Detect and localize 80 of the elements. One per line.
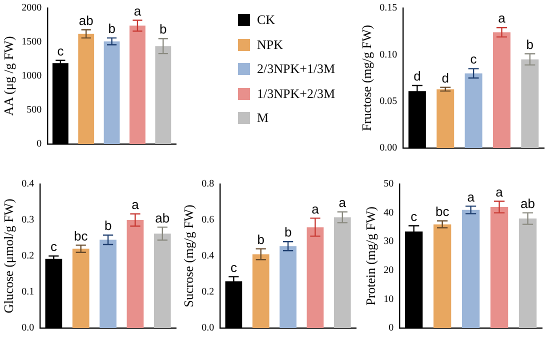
data-label: bc [74, 228, 88, 244]
bar [130, 26, 146, 144]
bar [436, 89, 454, 148]
data-label: a [338, 194, 347, 210]
y-axis-title: Sucrose (mg/g FW) [181, 204, 196, 308]
bar [490, 207, 508, 328]
data-label: b [526, 36, 534, 52]
data-label: a [134, 3, 142, 18]
y-tick-label: 0.2 [22, 250, 34, 262]
bar [78, 34, 94, 144]
y-tick-label: 0.00 [380, 142, 398, 154]
legend-label: CK [257, 12, 276, 28]
bar [252, 254, 270, 328]
data-label: c [410, 208, 418, 224]
y-tick-label: 2000 [22, 2, 42, 14]
y-tick-label: 0 [388, 322, 394, 334]
bar [334, 217, 351, 328]
y-tick-label: 0 [36, 138, 42, 150]
legend-label: 1/3NPK+2/3M [257, 86, 336, 102]
legend-label: NPK [257, 36, 284, 53]
bar [72, 248, 90, 328]
data-label: c [50, 239, 58, 254]
bar [306, 227, 324, 328]
y-axis-title: Glucose (μmol/g FW) [1, 198, 16, 314]
data-label: b [160, 22, 167, 37]
y-tick-label: 0.4 [202, 250, 214, 262]
y-tick-label: 0.3 [22, 214, 34, 226]
data-label: a [312, 201, 320, 216]
data-label: a [498, 10, 506, 26]
bar [155, 46, 172, 144]
data-label: c [230, 260, 238, 275]
bar [433, 224, 452, 328]
data-label: b [108, 21, 116, 36]
data-label: a [132, 196, 140, 212]
data-label: a [467, 189, 476, 204]
bar [100, 240, 116, 328]
y-tick-label: 0.4 [22, 178, 34, 190]
data-label: d [442, 70, 449, 86]
y-axis-title: Protein (mg/g FW) [363, 206, 378, 306]
y-tick-label: 0.10 [380, 49, 398, 60]
y-tick-label: 0.6 [202, 214, 214, 226]
y-tick-label: 1000 [22, 70, 42, 82]
legend-label: M [257, 110, 269, 126]
y-tick-label: 50 [384, 178, 394, 190]
data-label: bc [435, 204, 450, 219]
y-tick-label: 0.05 [380, 96, 398, 107]
y-axis-title: Fructose (mg/g FW) [359, 24, 374, 132]
y-tick-label: 40 [384, 207, 394, 218]
y-tick-label: 0.2 [202, 286, 214, 298]
bar [462, 210, 480, 328]
y-tick-label: 0.8 [202, 178, 214, 190]
y-tick-label: 30 [384, 236, 394, 248]
y-tick-label: 500 [26, 104, 42, 116]
y-tick-label: 0.15 [380, 2, 398, 14]
y-tick-label: 10 [384, 294, 394, 305]
data-label: ab [520, 196, 535, 211]
y-tick-label: 0.0 [202, 322, 214, 334]
bar [492, 32, 510, 148]
bar [280, 246, 296, 328]
y-tick-label: 0.0 [22, 322, 34, 334]
data-label: ab [155, 210, 170, 226]
bar [154, 234, 171, 328]
data-label: b [104, 218, 112, 234]
bar [464, 73, 482, 148]
data-label: ab [78, 12, 94, 28]
bar [104, 41, 120, 144]
bar [126, 220, 144, 328]
y-tick-label: 20 [384, 265, 394, 276]
bar [521, 59, 539, 148]
data-label: b [284, 224, 292, 240]
legend-label: 2/3NPK+1/3M [257, 61, 336, 78]
y-axis-title: AA (μg /g FW) [1, 36, 16, 116]
data-label: a [496, 184, 504, 200]
data-label: c [57, 43, 64, 58]
data-label: c [470, 52, 478, 67]
data-label: b [257, 232, 264, 247]
y-tick-label: 0.1 [22, 286, 34, 298]
y-tick-label: 1500 [22, 36, 42, 48]
bar [518, 218, 537, 328]
data-label: d [414, 68, 421, 84]
